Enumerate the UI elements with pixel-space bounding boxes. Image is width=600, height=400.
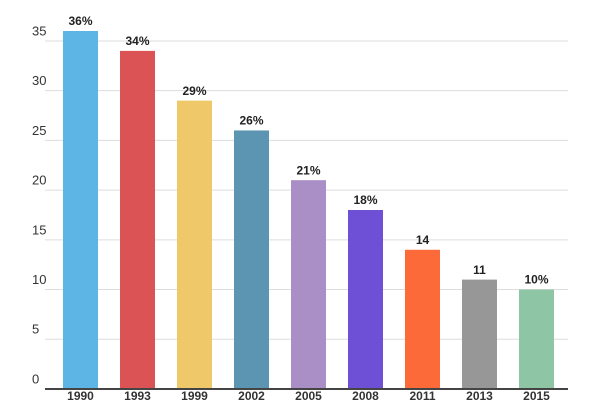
y-tick-label: 30 bbox=[32, 73, 46, 88]
value-label: 29% bbox=[182, 84, 206, 98]
x-tick-label: 1993 bbox=[124, 389, 151, 400]
bar bbox=[348, 210, 383, 389]
bar bbox=[405, 249, 440, 389]
value-label: 36% bbox=[68, 14, 92, 28]
x-tick-label: 2002 bbox=[238, 389, 265, 400]
bar bbox=[63, 31, 98, 389]
bar bbox=[177, 100, 212, 389]
value-label: 26% bbox=[239, 114, 263, 128]
x-tick-label: 2011 bbox=[409, 389, 435, 400]
bar bbox=[519, 289, 554, 389]
y-tick-label: 5 bbox=[32, 322, 39, 337]
bar bbox=[120, 50, 155, 390]
bar bbox=[462, 279, 497, 389]
value-label: 34% bbox=[125, 34, 149, 48]
x-tick-label: 2005 bbox=[295, 389, 322, 400]
value-label: 21% bbox=[296, 163, 320, 177]
value-label: 14 bbox=[416, 233, 430, 247]
bar bbox=[291, 180, 326, 389]
bar bbox=[234, 130, 269, 389]
y-tick-label: 0 bbox=[32, 371, 39, 386]
value-label: 18% bbox=[353, 193, 377, 207]
y-tick-label: 20 bbox=[32, 173, 46, 188]
y-tick-label: 10 bbox=[32, 272, 46, 287]
value-label: 11 bbox=[473, 263, 486, 277]
value-label: 10% bbox=[524, 273, 548, 287]
x-tick-label: 2013 bbox=[466, 389, 493, 400]
y-tick-label: 35 bbox=[32, 23, 46, 38]
y-tick-label: 25 bbox=[32, 123, 46, 138]
x-tick-label: 2008 bbox=[352, 389, 379, 400]
x-tick-label: 1999 bbox=[181, 389, 208, 400]
x-tick-label: 1990 bbox=[67, 389, 94, 400]
x-tick-label: 2015 bbox=[523, 389, 550, 400]
y-tick-label: 15 bbox=[32, 222, 46, 237]
